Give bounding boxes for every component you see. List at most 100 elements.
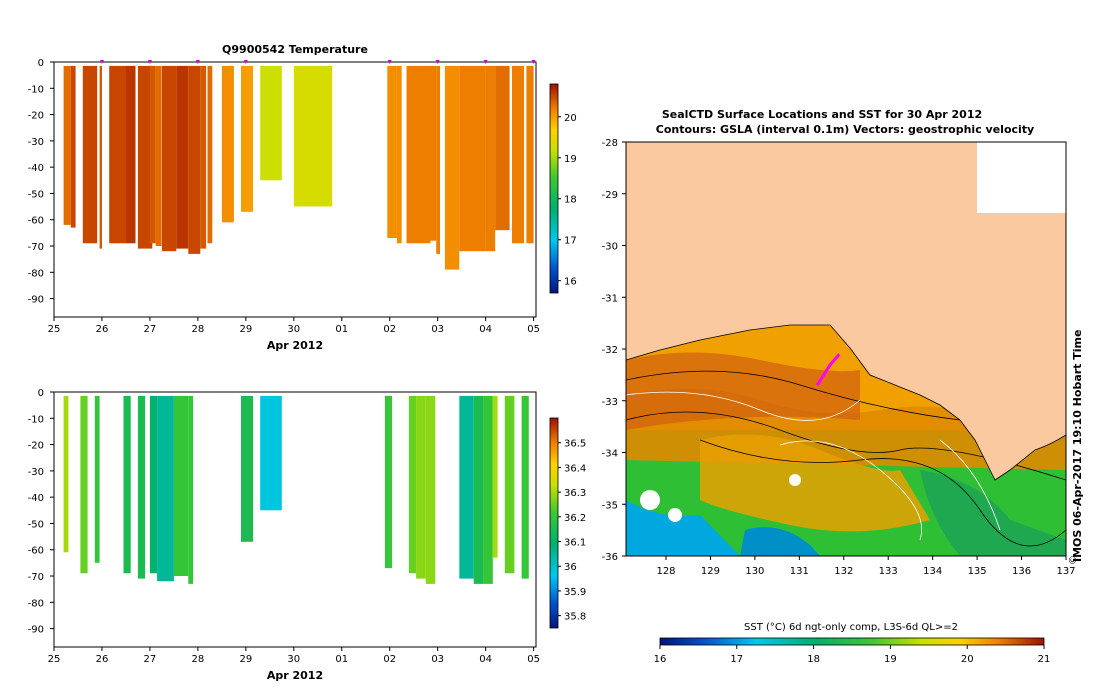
profile-bar bbox=[99, 65, 102, 249]
y-tick-label: -30 bbox=[28, 137, 44, 148]
x-tick-label: 27 bbox=[144, 654, 157, 665]
x-tick-label: 30 bbox=[287, 654, 300, 665]
sst-colorbar-tick-label: 19 bbox=[884, 654, 897, 665]
x-tick-label: 29 bbox=[239, 654, 252, 665]
profile-bar bbox=[384, 395, 393, 569]
y-tick-label: -50 bbox=[28, 519, 44, 530]
profile-bar bbox=[408, 395, 417, 574]
profile-bar bbox=[149, 65, 156, 244]
lon-tick-label: 135 bbox=[968, 566, 987, 577]
temperature-panel: Q9900542 Temperature 25 26 27 28 29 30 01 02 03 0… bbox=[28, 43, 577, 352]
y-tick-label: -10 bbox=[28, 84, 44, 95]
temperature-y-axis: 0 -10 -20 -30 -40 -50 -60 -70 -80 -90 bbox=[28, 58, 54, 306]
salinity-panel: 25 26 27 28 29 30 01 02 03 04 05 0 -10 -20 -30 -40 -50 -… bbox=[28, 388, 587, 682]
colorbar-tick-label: 36 bbox=[564, 562, 577, 573]
profile-bar bbox=[221, 65, 234, 223]
lat-tick-label: -28 bbox=[602, 138, 618, 149]
profile-bar bbox=[396, 65, 402, 244]
profile-bar bbox=[123, 395, 131, 574]
profile-bar bbox=[260, 395, 282, 511]
temperature-colorbar-ticks: 20 19 18 17 16 bbox=[558, 113, 577, 288]
profile-marker bbox=[531, 60, 536, 64]
y-tick-label: -90 bbox=[28, 295, 44, 306]
y-tick-label: -30 bbox=[28, 467, 44, 478]
profile-bar bbox=[459, 395, 474, 579]
temperature-colorbar bbox=[549, 83, 559, 294]
profile-bar bbox=[200, 65, 207, 249]
profile-bar bbox=[188, 395, 194, 584]
profile-bar bbox=[155, 65, 162, 247]
profile-bar bbox=[161, 65, 177, 252]
salinity-colorbar-ticks: 36.5 36.4 36.3 36.2 36.1 36 35.9 35.8 bbox=[558, 439, 586, 623]
x-tick-label: 30 bbox=[287, 324, 300, 335]
map-side-text: IMOS 06-Apr-2017 19:10 Hobart Time bbox=[1071, 330, 1084, 562]
no-data-region bbox=[977, 142, 1066, 213]
temperature-x-label: Apr 2012 bbox=[267, 339, 323, 352]
sst-colorbar-tick-label: 20 bbox=[961, 654, 974, 665]
lat-tick-label: -34 bbox=[602, 449, 618, 460]
lon-tick-label: 128 bbox=[656, 566, 675, 577]
x-tick-label: 04 bbox=[479, 324, 492, 335]
y-tick-label: 0 bbox=[38, 58, 44, 69]
colorbar-tick-label: 35.8 bbox=[564, 612, 586, 623]
colorbar-tick-label: 17 bbox=[564, 236, 577, 247]
profile-bar bbox=[492, 395, 498, 558]
y-tick-label: -40 bbox=[28, 493, 44, 504]
profile-bar bbox=[241, 65, 253, 212]
profile-bar bbox=[483, 395, 493, 584]
lon-tick-label: 130 bbox=[745, 566, 764, 577]
y-tick-label: -20 bbox=[28, 111, 44, 122]
lon-tick-label: 132 bbox=[834, 566, 853, 577]
profile-bar bbox=[459, 65, 486, 252]
profile-marker bbox=[195, 60, 200, 64]
lon-tick-label: 137 bbox=[1056, 566, 1075, 577]
profile-bar bbox=[406, 65, 431, 244]
y-tick-label: 0 bbox=[38, 388, 44, 399]
salinity-y-axis: 0 -10 -20 -30 -40 -50 -60 -70 -80 -90 bbox=[28, 388, 54, 636]
map-latitude-axis: -28 -29 -30 -31 -32 -33 -34 -35 -36 bbox=[602, 138, 626, 563]
colorbar-tick-label: 36.1 bbox=[564, 538, 586, 549]
lon-tick-label: 134 bbox=[923, 566, 942, 577]
profile-bar bbox=[504, 395, 515, 574]
lon-tick-label: 129 bbox=[701, 566, 720, 577]
x-tick-label: 25 bbox=[48, 324, 61, 335]
lat-tick-label: -33 bbox=[602, 397, 618, 408]
profile-bar bbox=[260, 65, 282, 181]
x-tick-label: 02 bbox=[383, 324, 396, 335]
profile-marker bbox=[99, 60, 104, 64]
lon-tick-label: 136 bbox=[1012, 566, 1031, 577]
colorbar-tick-label: 18 bbox=[564, 195, 577, 206]
profile-marker bbox=[483, 60, 488, 64]
profile-marker bbox=[243, 60, 248, 64]
x-tick-label: 05 bbox=[527, 654, 540, 665]
x-tick-label: 03 bbox=[431, 324, 444, 335]
x-tick-label: 25 bbox=[48, 654, 61, 665]
profile-markers bbox=[99, 60, 536, 64]
map-image bbox=[626, 142, 1066, 556]
sst-eddy bbox=[700, 434, 930, 532]
x-tick-label: 29 bbox=[239, 324, 252, 335]
profile-bar bbox=[473, 395, 484, 584]
y-tick-label: -90 bbox=[28, 625, 44, 636]
profile-bar bbox=[109, 65, 126, 244]
temperature-bars bbox=[63, 65, 534, 270]
lat-tick-label: -35 bbox=[602, 500, 618, 511]
x-tick-label: 28 bbox=[192, 324, 205, 335]
profile-bar bbox=[149, 395, 158, 574]
colorbar-tick-label: 16 bbox=[564, 277, 577, 288]
x-tick-label: 28 bbox=[192, 654, 205, 665]
colorbar-tick-label: 36.5 bbox=[564, 439, 586, 450]
profile-marker bbox=[387, 60, 392, 64]
map-longitude-axis: 128 129 130 131 132 133 134 135 136 137 bbox=[656, 556, 1076, 577]
profile-bar bbox=[137, 395, 146, 579]
profile-bar bbox=[521, 395, 529, 579]
profile-bar bbox=[176, 65, 189, 249]
profile-bar bbox=[416, 395, 426, 579]
profile-bar bbox=[63, 395, 69, 553]
lat-tick-label: -32 bbox=[602, 345, 618, 356]
x-tick-label: 27 bbox=[144, 324, 157, 335]
x-tick-label: 04 bbox=[479, 654, 492, 665]
cloud-gap bbox=[640, 490, 660, 510]
lat-tick-label: -36 bbox=[602, 552, 618, 563]
